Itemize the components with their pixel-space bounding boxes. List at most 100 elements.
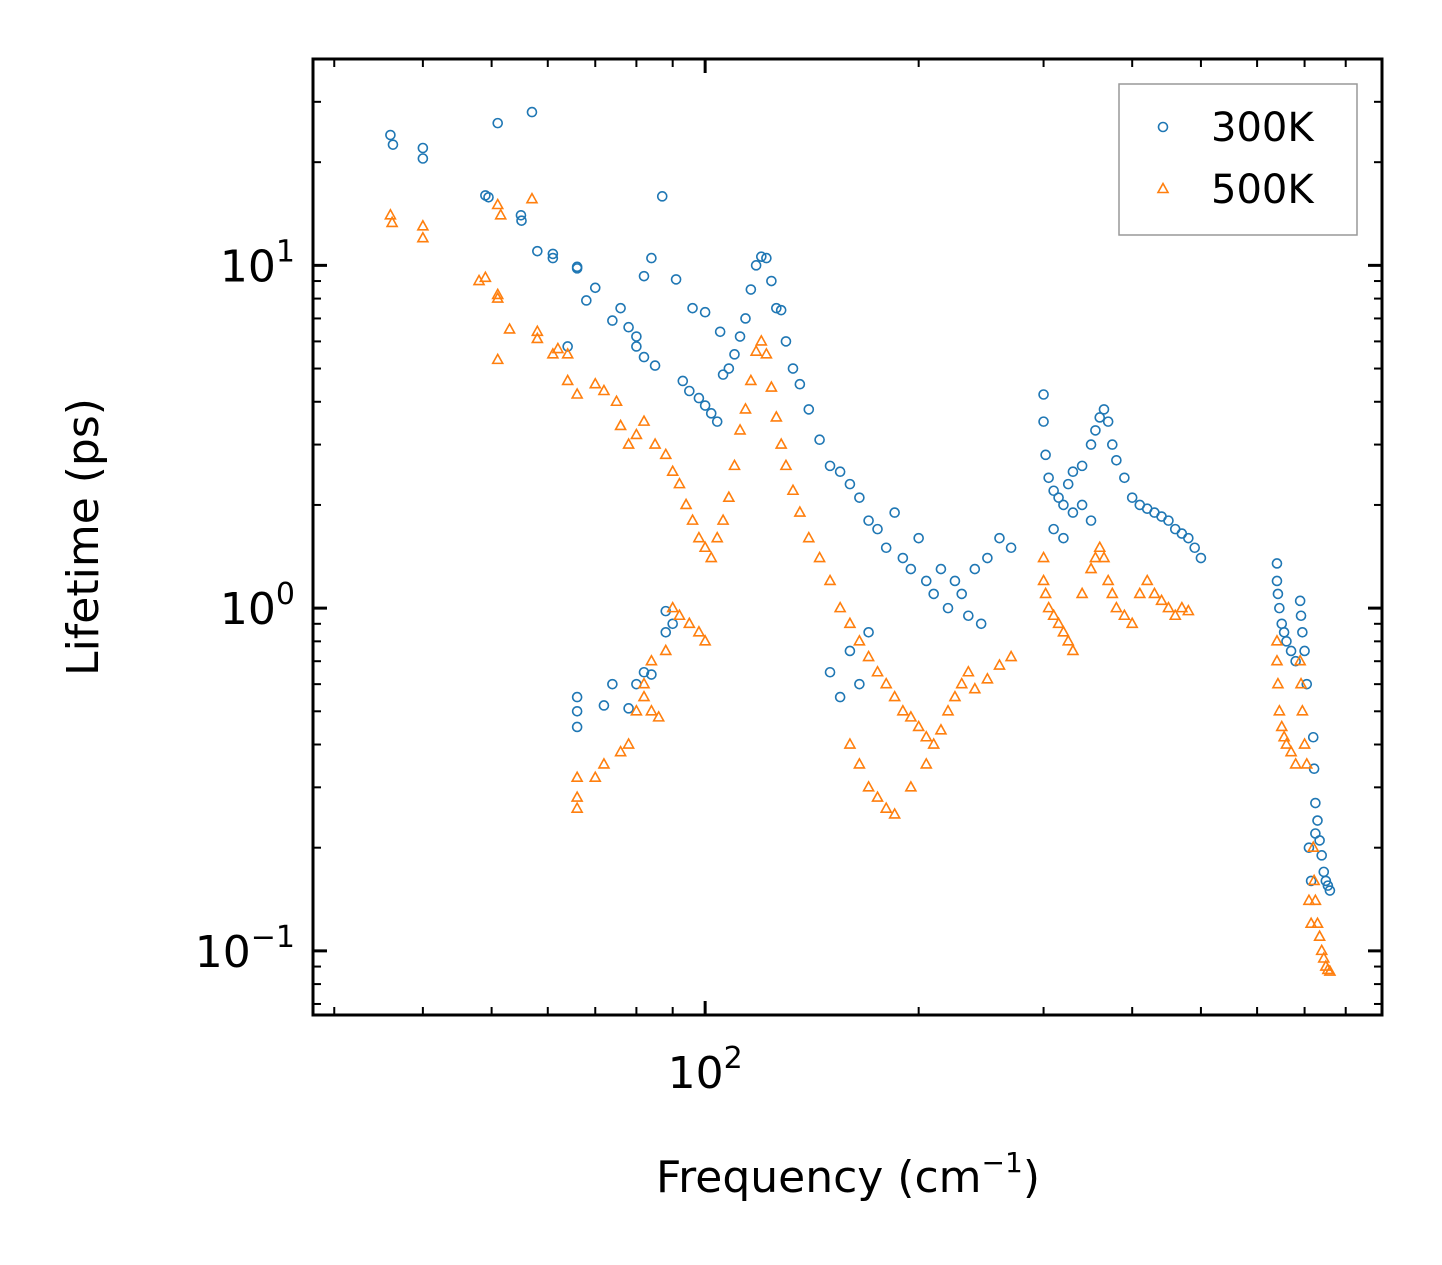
point-500K-61 xyxy=(888,689,902,702)
point-500K-32 xyxy=(686,513,699,525)
point-500K-146 xyxy=(1309,893,1322,906)
point-500K-20 xyxy=(588,377,602,389)
point-500K-132 xyxy=(1271,677,1285,689)
point-500K-2 xyxy=(416,219,430,231)
point-300K-140 xyxy=(1297,627,1308,638)
point-300K-2 xyxy=(417,142,429,154)
point-500K-41 xyxy=(739,402,752,414)
point-300K-16 xyxy=(615,302,626,314)
point-500K-108 xyxy=(1052,616,1065,629)
point-500K-117 xyxy=(1101,573,1115,586)
point-500K-27 xyxy=(648,437,662,449)
point-300K-139 xyxy=(1295,610,1307,622)
plot-frame xyxy=(311,57,1384,1017)
point-500K-50 xyxy=(786,483,800,496)
point-500K-7 xyxy=(479,270,492,283)
legend-box xyxy=(1118,83,1358,236)
point-300K-77 xyxy=(975,618,987,630)
point-300K-145 xyxy=(1310,797,1321,809)
point-300K-1 xyxy=(387,139,399,150)
point-500K-57 xyxy=(853,634,866,646)
point-500K-109 xyxy=(1057,625,1070,637)
point-500K-17 xyxy=(546,347,560,359)
point-500K-140 xyxy=(1294,677,1308,689)
point-500K-48 xyxy=(774,437,788,449)
point-500K-116 xyxy=(1097,550,1111,563)
point-300K-93 xyxy=(667,618,678,630)
point-500K-135 xyxy=(1277,730,1291,742)
point-500K-34 xyxy=(698,540,712,553)
point-500K-24 xyxy=(622,437,635,449)
point-300K-0 xyxy=(385,129,396,141)
point-500K-92 xyxy=(630,704,643,716)
point-500K-103 xyxy=(1037,550,1050,563)
point-300K-4 xyxy=(492,117,504,129)
point-300K-110 xyxy=(1107,439,1118,450)
point-500K-72 xyxy=(968,682,982,694)
point-300K-72 xyxy=(969,563,981,575)
point-500K-21 xyxy=(597,383,611,396)
point-300K-20 xyxy=(631,341,642,352)
point-300K-121 xyxy=(1183,532,1194,544)
point-500K-90 xyxy=(645,654,658,666)
point-300K-69 xyxy=(942,602,954,614)
point-300K-32 xyxy=(677,375,689,387)
point-500K-82 xyxy=(904,780,918,792)
point-500K-38 xyxy=(722,490,736,502)
point-500K-111 xyxy=(1066,643,1080,656)
point-500K-139 xyxy=(1293,654,1307,666)
point-500K-26 xyxy=(637,414,651,426)
point-300K-3 xyxy=(417,153,429,164)
point-300K-66 xyxy=(920,575,932,587)
point-500K-75 xyxy=(1004,649,1018,662)
point-300K-148 xyxy=(1316,850,1328,861)
point-300K-7 xyxy=(483,191,494,203)
point-300K-57 xyxy=(844,478,856,490)
point-300K-40 xyxy=(729,349,740,360)
point-500K-47 xyxy=(769,410,783,422)
point-300K-131 xyxy=(1272,588,1284,600)
point-300K-126 xyxy=(1067,507,1079,518)
point-300K-30 xyxy=(714,326,726,338)
point-500K-16 xyxy=(561,347,575,359)
point-300K-132 xyxy=(1274,602,1285,614)
point-300K-152 xyxy=(1324,885,1336,896)
point-500K-8 xyxy=(472,273,486,286)
point-500K-10 xyxy=(491,291,505,303)
point-500K-120 xyxy=(1118,608,1131,621)
point-500K-98 xyxy=(570,790,584,802)
point-300K-34 xyxy=(693,392,705,404)
point-300K-64 xyxy=(905,563,917,575)
point-500K-85 xyxy=(673,608,686,621)
point-500K-69 xyxy=(948,689,962,702)
point-300K-29 xyxy=(699,306,711,318)
point-500K-73 xyxy=(981,672,994,684)
point-500K-145 xyxy=(1307,873,1321,886)
point-300K-38 xyxy=(717,369,729,380)
point-500K-123 xyxy=(1140,573,1154,586)
y-tick-label-0: 10−1 xyxy=(195,920,295,978)
point-300K-11 xyxy=(547,248,559,260)
point-500K-93 xyxy=(622,737,635,749)
point-500K-118 xyxy=(1105,586,1119,599)
point-300K-8 xyxy=(515,209,527,221)
point-300K-87 xyxy=(607,678,618,690)
point-300K-78 xyxy=(863,627,874,638)
point-300K-85 xyxy=(571,721,583,733)
point-300K-155 xyxy=(1310,828,1321,839)
point-500K-13 xyxy=(530,324,544,337)
point-500K-107 xyxy=(1047,608,1061,621)
point-300K-130 xyxy=(1271,575,1283,587)
point-300K-73 xyxy=(982,552,993,564)
point-500K-110 xyxy=(1061,634,1075,646)
point-300K-105 xyxy=(1085,439,1097,450)
point-500K-142 xyxy=(1298,737,1311,749)
point-300K-37 xyxy=(711,416,723,427)
point-500K-66 xyxy=(927,737,941,749)
point-300K-97 xyxy=(1040,449,1051,461)
point-500K-124 xyxy=(1148,586,1161,599)
point-300K-111 xyxy=(1111,454,1122,466)
point-500K-39 xyxy=(728,458,741,471)
point-500K-22 xyxy=(610,394,623,407)
point-300K-113 xyxy=(1126,492,1138,503)
